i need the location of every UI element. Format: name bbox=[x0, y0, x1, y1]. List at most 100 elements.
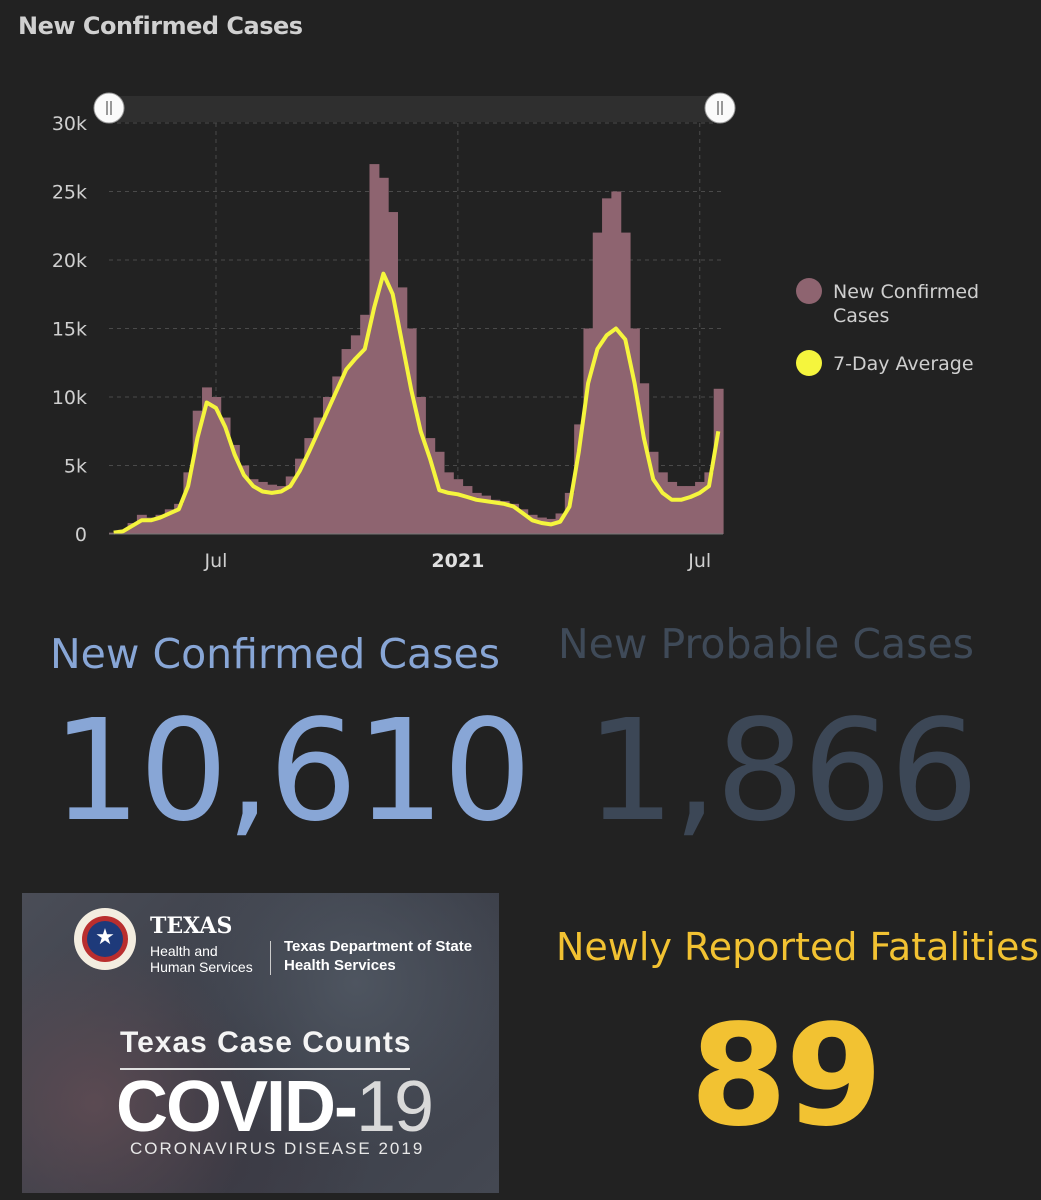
bar bbox=[267, 484, 278, 534]
y-tick-label: 10k bbox=[52, 387, 87, 409]
bar bbox=[657, 472, 668, 534]
bar bbox=[332, 376, 343, 534]
probable-cases-value: 1,866 bbox=[586, 690, 979, 853]
bar bbox=[509, 503, 519, 534]
bar bbox=[490, 499, 501, 534]
bar bbox=[471, 492, 482, 534]
bar bbox=[592, 232, 603, 534]
average-series bbox=[113, 271, 721, 535]
range-slider[interactable] bbox=[93, 92, 736, 124]
fatalities-value: 89 bbox=[690, 995, 883, 1158]
bar bbox=[564, 492, 575, 534]
bar bbox=[397, 287, 408, 534]
legend-swatch bbox=[796, 278, 822, 304]
bar bbox=[202, 387, 212, 534]
bar bbox=[629, 328, 640, 534]
bar bbox=[648, 451, 659, 534]
bar bbox=[341, 349, 352, 534]
legend-label: New Confirmed Cases bbox=[833, 281, 979, 327]
banner-heading: Texas Case Counts bbox=[120, 1026, 412, 1059]
cases-chart[interactable]: 0 5k 10k 15k 20k 25k 30k Jul 2021 Jul New Confirm… bbox=[0, 80, 1041, 600]
banner-rule bbox=[120, 1068, 410, 1070]
slider-handle[interactable] bbox=[704, 92, 736, 124]
y-tick-label: 30k bbox=[52, 113, 87, 135]
bar bbox=[211, 397, 222, 534]
bar bbox=[462, 486, 473, 534]
slider-handle[interactable] bbox=[93, 92, 125, 124]
bar bbox=[527, 514, 538, 534]
legend-swatch bbox=[796, 350, 822, 376]
confirmed-cases-value: 10,610 bbox=[52, 690, 532, 853]
y-tick-label: 20k bbox=[52, 250, 87, 272]
bar bbox=[536, 517, 547, 534]
y-tick-label: 5k bbox=[64, 456, 87, 478]
page-title: New Confirmed Cases bbox=[18, 12, 303, 40]
bar bbox=[518, 509, 529, 534]
legend-label: 7-Day Average bbox=[833, 353, 974, 375]
bar bbox=[276, 486, 287, 534]
bar bbox=[695, 481, 705, 534]
bar bbox=[174, 503, 185, 534]
bar bbox=[453, 479, 464, 534]
bar bbox=[713, 388, 724, 534]
covid-number: 19 bbox=[356, 1067, 434, 1147]
bar bbox=[295, 458, 305, 534]
bar bbox=[183, 472, 194, 534]
bar-series bbox=[109, 164, 724, 535]
bar bbox=[602, 198, 612, 534]
bar bbox=[350, 335, 361, 534]
banner-disease: CORONAVIRUS DISEASE 2019 bbox=[130, 1139, 425, 1158]
bar bbox=[322, 397, 333, 534]
y-tick-label: 0 bbox=[75, 524, 87, 546]
fatalities-label: Newly Reported Fatalities bbox=[556, 925, 1040, 969]
bar bbox=[611, 191, 622, 534]
bar bbox=[164, 509, 175, 534]
bar bbox=[481, 495, 492, 534]
legend-item-average[interactable]: 7-Day Average bbox=[796, 350, 974, 376]
bar bbox=[313, 417, 324, 534]
bar bbox=[499, 501, 510, 534]
bar bbox=[704, 472, 715, 534]
x-tick-label: Jul bbox=[204, 550, 228, 572]
covid-text: COVID- bbox=[116, 1067, 358, 1147]
org-texas: TEXAS bbox=[150, 913, 233, 939]
dshs-covid-banner[interactable]: ★ TEXAS Health and Human Services Texas … bbox=[22, 893, 499, 1193]
chart-axes: 0 5k 10k 15k 20k 25k 30k Jul 2021 Jul bbox=[52, 113, 723, 572]
bar bbox=[425, 438, 436, 534]
bar bbox=[434, 451, 445, 534]
bar bbox=[555, 513, 566, 534]
bar bbox=[192, 410, 203, 534]
bar bbox=[239, 465, 250, 534]
texas-hhs-seal-icon: ★ bbox=[74, 908, 136, 970]
bar bbox=[136, 514, 147, 534]
bar bbox=[574, 424, 585, 534]
bar bbox=[583, 328, 594, 534]
bar bbox=[304, 438, 315, 534]
bar bbox=[360, 314, 371, 534]
bar bbox=[620, 232, 631, 534]
bar bbox=[406, 328, 417, 534]
bar bbox=[443, 472, 454, 534]
bar bbox=[155, 514, 166, 534]
bar bbox=[127, 523, 138, 534]
banner-covid-title: COVID-19 bbox=[116, 1066, 434, 1148]
confirmed-cases-label: New Confirmed Cases bbox=[50, 630, 501, 678]
bar bbox=[257, 481, 268, 534]
x-tick-label: Jul bbox=[687, 550, 711, 572]
chart-legend[interactable]: New Confirmed Cases 7-Day Average bbox=[796, 278, 979, 376]
average-line bbox=[113, 271, 721, 535]
bar bbox=[369, 164, 380, 534]
bar bbox=[378, 177, 389, 535]
y-tick-label: 25k bbox=[52, 182, 87, 204]
slider-track bbox=[109, 96, 723, 122]
bar bbox=[546, 518, 557, 534]
bar bbox=[248, 479, 259, 534]
org-hhs: Health and Human Services bbox=[150, 943, 253, 975]
legend-item-confirmed[interactable]: New Confirmed Cases bbox=[796, 278, 979, 327]
probable-cases-label: New Probable Cases bbox=[558, 620, 975, 668]
bar bbox=[416, 397, 426, 534]
bar bbox=[220, 417, 231, 534]
bar bbox=[676, 486, 687, 534]
org-dshs: Texas Department of State Health Service… bbox=[284, 938, 473, 974]
x-tick-label: 2021 bbox=[431, 550, 484, 572]
